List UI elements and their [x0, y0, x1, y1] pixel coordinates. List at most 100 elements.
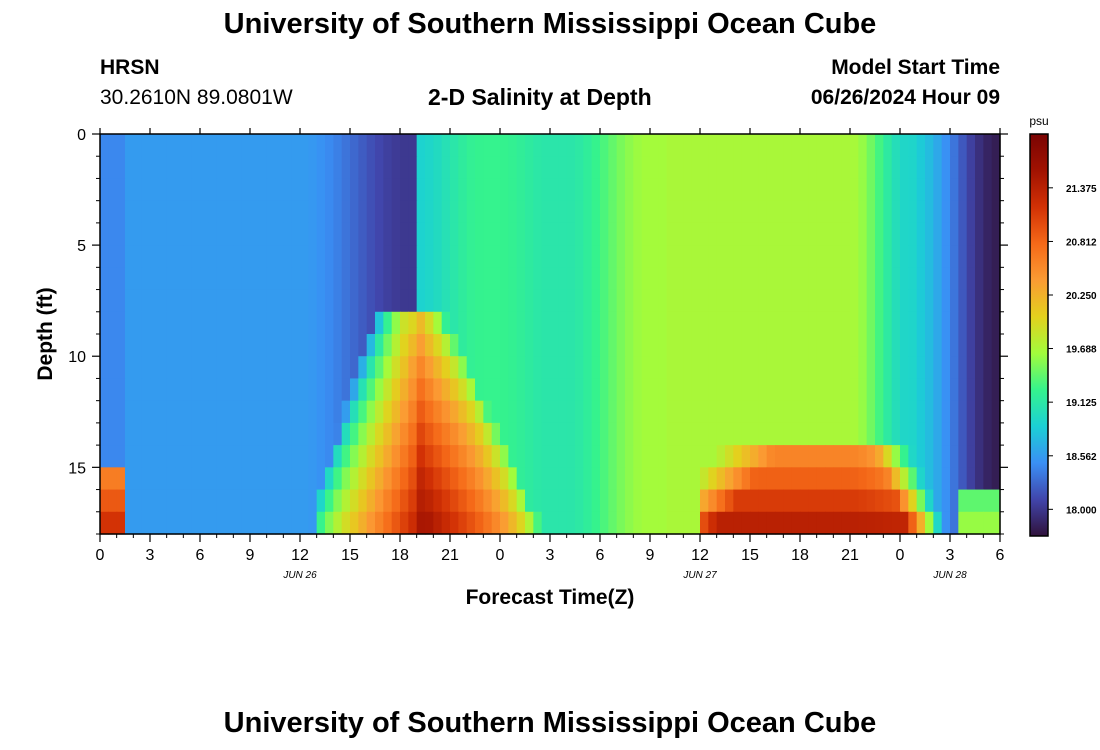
heatmap-cell [825, 356, 834, 380]
heatmap-cell [366, 445, 376, 468]
heatmap-cell [350, 267, 359, 291]
heatmap-cell [891, 267, 901, 291]
heatmap-cell [833, 289, 843, 313]
heatmap-cell [700, 289, 709, 313]
heatmap-cell [275, 356, 284, 380]
heatmap-cell [850, 378, 859, 402]
heatmap-cell [316, 267, 326, 291]
heatmap-cell [841, 311, 851, 335]
heatmap-cell [241, 467, 251, 491]
heatmap-cell [783, 156, 793, 180]
heatmap-cell [750, 156, 759, 180]
heatmap-cell [250, 200, 259, 224]
heatmap-cell [641, 400, 651, 424]
heatmap-cell [191, 445, 201, 468]
heatmap-cell [375, 334, 384, 357]
heatmap-cell [750, 422, 759, 446]
heatmap-cell [550, 289, 559, 313]
heatmap-cell [258, 400, 268, 424]
heatmap-cell [450, 467, 459, 491]
heatmap-cell [691, 467, 701, 491]
heatmap-cell [733, 489, 743, 513]
heatmap-cell [125, 245, 134, 268]
heatmap-cell [883, 289, 893, 313]
heatmap-cell [625, 489, 634, 513]
heatmap-cell [908, 311, 918, 335]
heatmap-cell [458, 467, 468, 491]
heatmap-cell [866, 200, 876, 224]
heatmap-cell [325, 200, 334, 224]
heatmap-cell [325, 467, 334, 491]
heatmap-cell [375, 489, 384, 513]
heatmap-cell [266, 200, 276, 224]
heatmap-cell [925, 311, 934, 335]
heatmap-cell [308, 445, 318, 468]
heatmap-cell [116, 445, 126, 468]
heatmap-cell [350, 422, 359, 446]
heatmap-cell [200, 467, 209, 491]
heatmap-cell [308, 334, 318, 357]
heatmap-cell [108, 489, 118, 513]
heatmap-cell [300, 489, 309, 513]
heatmap-cell [533, 356, 543, 380]
heatmap-cell [116, 356, 126, 380]
heatmap-cell [416, 267, 426, 291]
station-coordinates: 30.2610N 89.0801W [100, 86, 293, 109]
heatmap-cell [383, 200, 393, 224]
colorbar-ticks: 18.00018.56219.12519.68820.25020.81221.3… [1048, 184, 1097, 516]
heatmap-cell [916, 222, 926, 246]
heatmap-cell [391, 134, 401, 157]
heatmap-cell [508, 245, 518, 268]
heatmap-cell [491, 467, 501, 491]
heatmap-cell [608, 245, 618, 268]
heatmap-cell [816, 422, 826, 446]
heatmap-cell [125, 511, 134, 535]
heatmap-cell [183, 267, 193, 291]
heatmap-cell [383, 511, 393, 535]
heatmap-cell [358, 445, 368, 468]
heatmap-cell [716, 200, 726, 224]
heatmap-cell [941, 400, 951, 424]
heatmap-cell [308, 356, 318, 380]
heatmap-cell [641, 445, 651, 468]
heatmap-cell [133, 378, 143, 402]
heatmap-cell [783, 511, 793, 535]
heatmap-cell [900, 422, 909, 446]
heatmap-cell [916, 489, 926, 513]
heatmap-cell [933, 511, 943, 535]
heatmap-cell [650, 156, 659, 180]
heatmap-cell [275, 267, 284, 291]
heatmap-cell [150, 156, 159, 180]
heatmap-cell [550, 378, 559, 402]
heatmap-cell [491, 200, 501, 224]
heatmap-cell [466, 134, 476, 157]
heatmap-cell [908, 467, 918, 491]
heatmap-cell [541, 356, 551, 380]
heatmap-cell [433, 311, 443, 335]
heatmap-cell [458, 178, 468, 202]
heatmap-cell [141, 334, 151, 357]
heatmap-cell [900, 445, 909, 468]
heatmap-cell [716, 178, 726, 202]
heatmap-cell [133, 356, 143, 380]
heatmap-cell [325, 511, 334, 535]
heatmap-cell [875, 511, 884, 535]
heatmap-cell [400, 356, 409, 380]
heatmap-cell [758, 311, 768, 335]
heatmap-cell [891, 489, 901, 513]
station-id: HRSN [100, 56, 160, 79]
heatmap-cell [700, 267, 709, 291]
heatmap-cell [791, 489, 801, 513]
heatmap-cell [216, 422, 226, 446]
heatmap-cell [466, 511, 476, 535]
heatmap-cell [375, 200, 384, 224]
heatmap-cell [716, 289, 726, 313]
heatmap-cell [741, 445, 751, 468]
heatmap-cell [183, 178, 193, 202]
heatmap-cell [650, 400, 659, 424]
date-label: JUN 27 [682, 570, 717, 581]
heatmap-cell [825, 489, 834, 513]
heatmap-cell [341, 289, 351, 313]
heatmap-cell [550, 222, 559, 246]
heatmap-cell [416, 311, 426, 335]
